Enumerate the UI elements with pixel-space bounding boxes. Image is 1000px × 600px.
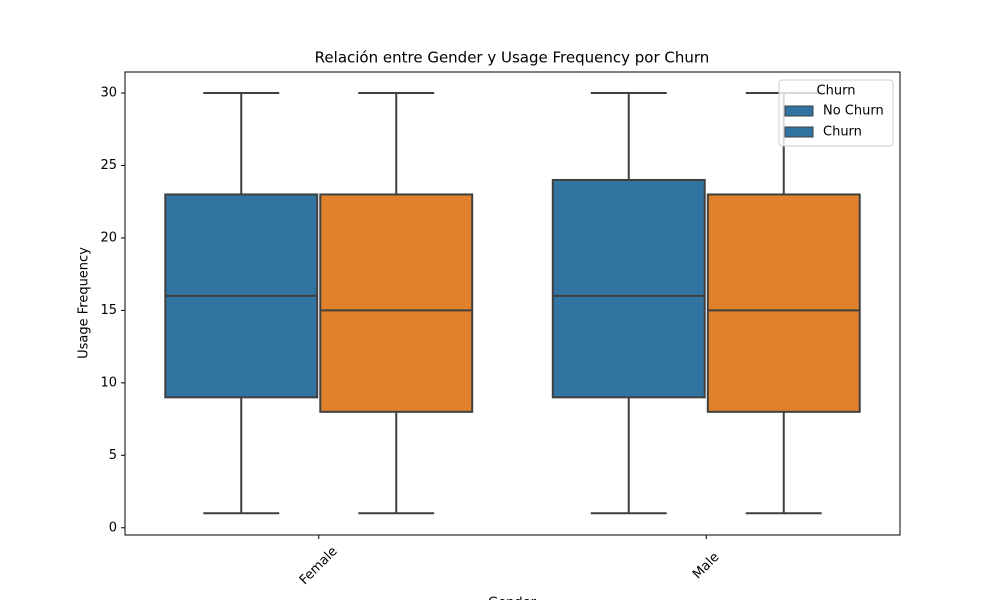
y-tick-label: 0 — [109, 520, 117, 535]
x-axis-label: Gender — [488, 596, 537, 600]
y-tick-label: 5 — [109, 448, 117, 463]
y-tick-label: 30 — [100, 86, 117, 101]
x-tick-label: Female — [297, 544, 341, 588]
legend-swatch — [784, 105, 814, 117]
box — [706, 193, 861, 413]
plot-frame — [124, 71, 901, 536]
x-tick-label: Male — [690, 550, 722, 582]
legend-label: No Churn — [823, 104, 884, 119]
box — [551, 178, 706, 399]
y-tick-label: 25 — [100, 158, 117, 173]
y-tick-label: 15 — [100, 303, 117, 318]
y-tick-label: 10 — [100, 375, 117, 390]
legend-title: Churn — [817, 84, 856, 99]
chart-title: Relación entre Gender y Usage Frequency … — [315, 49, 710, 67]
y-tick-label: 20 — [100, 230, 117, 245]
legend-swatch — [784, 126, 814, 138]
box — [319, 193, 474, 413]
y-axis-label: Usage Frequency — [77, 247, 92, 359]
legend-label: Churn — [823, 125, 862, 140]
